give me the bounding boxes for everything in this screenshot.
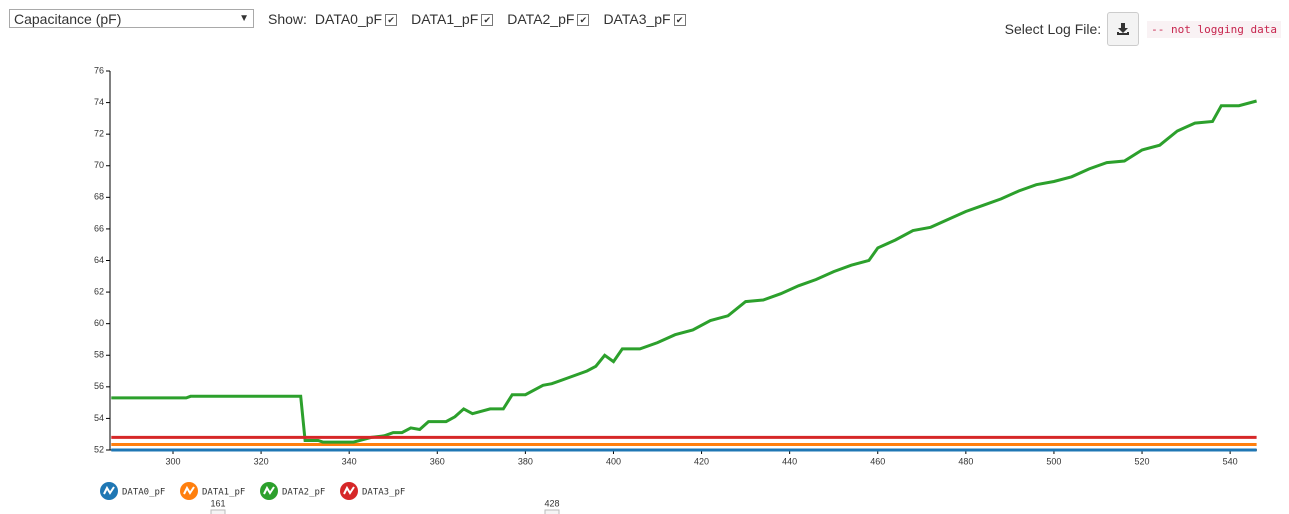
x-tick-label: 520 [1135, 456, 1150, 466]
legend: DATA0_pF DATA1_pF DATA2_pF DATA3_pF [100, 482, 405, 500]
series-checkbox[interactable]: ✔ [481, 13, 494, 26]
x-tick-label: 500 [1046, 456, 1061, 466]
y-tick-label: 68 [94, 192, 104, 202]
legend-wave [183, 485, 195, 495]
dropdown-arrow: ▼ [239, 13, 249, 24]
series-checkboxes: DATA0_pF ✔ DATA1_pF ✔ DATA2_pF ✔ DATA3_pF ✔ [315, 11, 700, 27]
log-controls: Select Log File: -- not logging data [1005, 12, 1281, 46]
series-line [111, 99, 1257, 444]
series-toggle-label: DATA2_pF [507, 10, 575, 27]
legend-label: DATA3_pF [362, 488, 405, 498]
x-tick-label: 440 [782, 456, 797, 466]
y-tick-label: 52 [94, 444, 104, 454]
x-tick-label: 460 [870, 456, 885, 466]
series-toggle-label: DATA1_pF [411, 10, 479, 27]
log-label: Select Log File: [1004, 21, 1102, 37]
y-tick-label: 70 [94, 160, 104, 170]
y-tick-label: 74 [94, 97, 104, 107]
log-file-button[interactable] [1107, 12, 1140, 46]
series-checkbox[interactable]: ✔ [577, 13, 590, 26]
series-toggle-label: DATA3_pF [603, 10, 671, 27]
x-tick-label: 540 [1223, 456, 1238, 466]
x-tick-label: 340 [342, 456, 357, 466]
download-icon [1117, 23, 1130, 35]
x-tick-label: 320 [254, 456, 269, 466]
y-tick-label: 66 [94, 223, 104, 233]
x-tick-label: 480 [958, 456, 973, 466]
series-checkbox[interactable]: ✔ [673, 13, 686, 26]
legend-wave [263, 485, 275, 495]
y-tick-label: 60 [94, 318, 104, 328]
y-tick-label: 72 [94, 129, 104, 139]
measure-select[interactable]: Capacitance (pF) ▼ [9, 9, 254, 28]
y-tick-label: 62 [94, 286, 104, 296]
toolbar: Capacitance (pF) ▼ Show: DATA0_pF ✔ DATA1_p… [9, 9, 700, 28]
show-label: Show: [268, 10, 307, 27]
x-tick-label: 360 [430, 456, 445, 466]
series-toggle-label: DATA0_pF [314, 10, 383, 27]
x-tick-label: 300 [165, 456, 180, 466]
range-handle[interactable] [210, 509, 226, 514]
legend-label: DATA1_pF [202, 488, 245, 498]
range-label: 428 [544, 498, 559, 508]
legend-wave [103, 485, 115, 495]
legend-wave [343, 485, 355, 495]
x-tick-label: 420 [694, 456, 709, 466]
range-label: 161 [210, 498, 225, 508]
series-checkbox[interactable]: ✔ [385, 13, 398, 26]
log-status: -- not logging data [1147, 20, 1281, 38]
legend-label: DATA2_pF [282, 488, 325, 498]
y-tick-label: 58 [94, 350, 104, 360]
y-tick-label: 64 [94, 255, 104, 265]
y-tick-label: 54 [94, 413, 104, 423]
x-tick-label: 400 [606, 456, 621, 466]
range-handle[interactable] [544, 509, 560, 514]
y-tick-label: 76 [94, 65, 104, 75]
y-tick-label: 56 [94, 381, 104, 391]
measure-text: Capacitance (pF) [14, 10, 122, 27]
legend-label: DATA0_pF [122, 488, 165, 498]
x-tick-label: 380 [518, 456, 533, 466]
